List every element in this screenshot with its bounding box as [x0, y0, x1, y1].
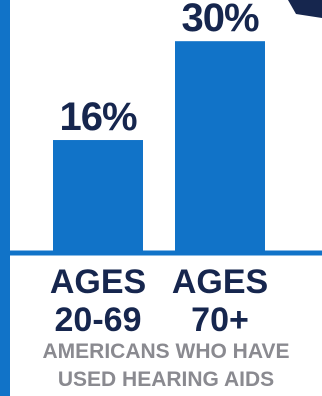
category-label-1-line-2: 20-69	[55, 301, 142, 339]
caption-line-2: USED HEARING AIDS	[57, 368, 275, 391]
category-label-1-line-1: AGES	[50, 263, 146, 301]
left-border	[0, 0, 10, 396]
corner-accent	[288, 0, 322, 18]
category-label-2-line-1: AGES	[172, 263, 268, 301]
caption-line-1: AMERICANS WHO HAVE	[42, 340, 290, 363]
bar-2	[175, 41, 265, 253]
chart-caption: AMERICANS WHO HAVE USED HEARING AIDS	[10, 338, 322, 394]
bar-1	[53, 140, 143, 253]
category-label-2-line-2: 70+	[191, 301, 249, 339]
bar-value-label-2: 30%	[181, 0, 258, 40]
bar-value-label-1: 16%	[59, 95, 136, 139]
